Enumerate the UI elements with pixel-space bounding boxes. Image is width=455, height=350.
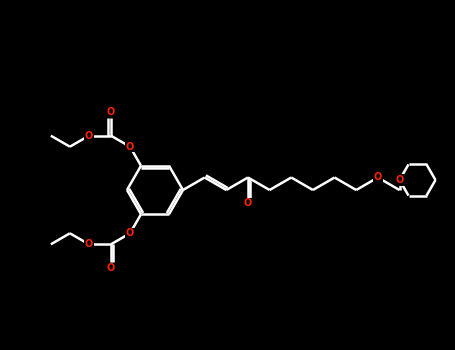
Text: O: O xyxy=(107,107,115,117)
Text: O: O xyxy=(374,173,382,182)
Text: O: O xyxy=(85,239,93,249)
Text: O: O xyxy=(244,198,252,209)
Text: O: O xyxy=(395,175,404,185)
Text: O: O xyxy=(107,263,115,273)
Text: O: O xyxy=(126,142,134,152)
Text: O: O xyxy=(85,131,93,141)
Text: O: O xyxy=(126,228,134,238)
